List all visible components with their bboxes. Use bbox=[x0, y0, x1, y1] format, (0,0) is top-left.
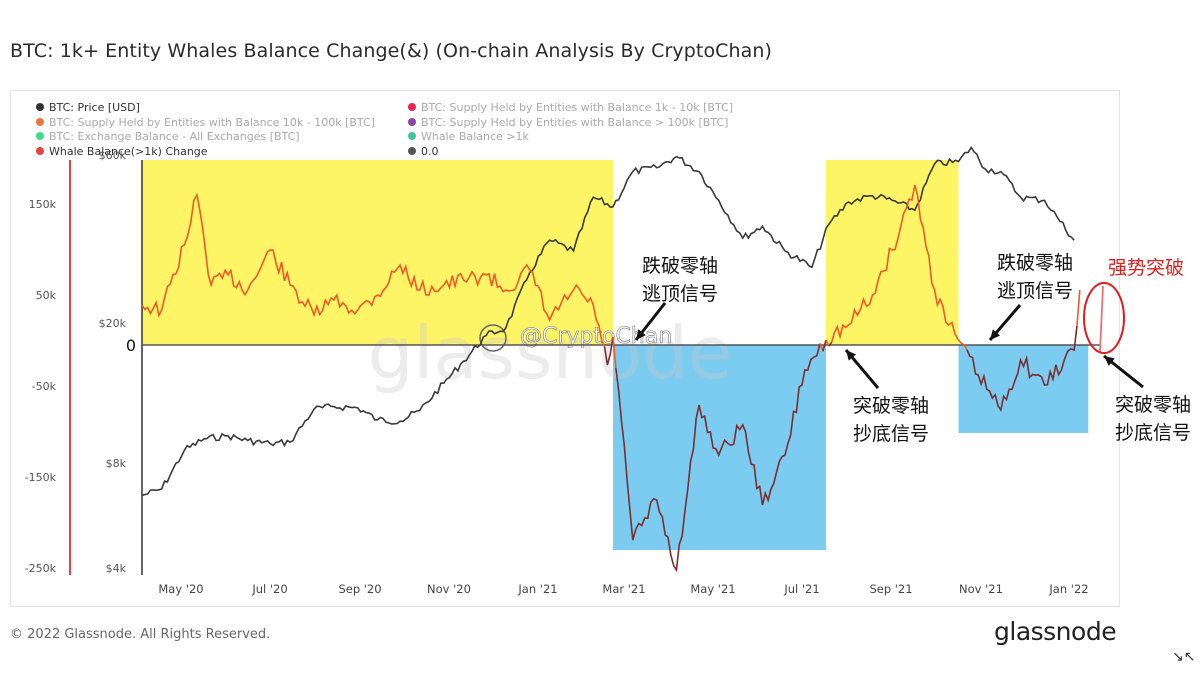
balance-change-series-line bbox=[828, 341, 833, 347]
annotation-text: 逃顶信号 bbox=[642, 283, 718, 305]
x-tick-label: Jul '20 bbox=[251, 582, 287, 596]
legend-item[interactable]: BTC: Price [USD] bbox=[36, 101, 140, 114]
right-tick-label: $8k bbox=[106, 457, 127, 470]
right-tick-label: $20k bbox=[99, 317, 127, 330]
balance-change-series-line bbox=[612, 336, 617, 369]
legend-item[interactable]: Whale Balance(>1k) Change bbox=[36, 145, 208, 158]
right-tick-label: $60k bbox=[99, 149, 127, 162]
left-tick-label: 150k bbox=[29, 198, 57, 211]
legend-item[interactable]: Whale Balance >1k bbox=[408, 130, 529, 143]
legend-label: Whale Balance(>1k) Change bbox=[49, 144, 208, 158]
annotation-text: 突破零轴 bbox=[1115, 394, 1191, 416]
weibo-icon bbox=[479, 324, 507, 352]
x-tick-label: May '20 bbox=[158, 582, 203, 596]
legend-item[interactable]: 0.0 bbox=[408, 145, 439, 158]
left-tick-label: -50k bbox=[32, 380, 57, 393]
x-tick-label: Jan '22 bbox=[1048, 582, 1088, 596]
annotation-text: 跌破零轴 bbox=[997, 252, 1073, 274]
legend-dot-icon bbox=[408, 117, 416, 126]
arrow-head-icon bbox=[846, 350, 857, 361]
legend-dot-icon bbox=[36, 103, 44, 111]
legend-label: BTC: Supply Held by Entities with Balanc… bbox=[421, 115, 729, 129]
legend-dot-icon bbox=[36, 146, 44, 155]
legend-dot-icon bbox=[36, 132, 44, 140]
x-tick-label: Nov '21 bbox=[959, 582, 1003, 596]
legend-item[interactable]: BTC: Supply Held by Entities with Balanc… bbox=[408, 116, 728, 129]
annotation-text: 逃顶信号 bbox=[997, 280, 1073, 302]
annotation-text: 突破零轴 bbox=[853, 395, 929, 417]
bear-zone bbox=[958, 345, 1089, 433]
legend-dot-icon bbox=[408, 146, 416, 155]
annotation-text: 强势突破 bbox=[1108, 257, 1184, 279]
legend-label: BTC: Supply Held by Entities with Balanc… bbox=[49, 115, 375, 129]
legend-item[interactable]: BTC: Supply Held by Entities with Balanc… bbox=[36, 116, 375, 129]
balance-change-series-line bbox=[1076, 289, 1081, 326]
legend-label: BTC: Price [USD] bbox=[49, 101, 140, 114]
balance-change-series-line bbox=[822, 339, 827, 352]
bull-zone bbox=[825, 160, 959, 345]
x-tick-label: Jul '21 bbox=[783, 582, 819, 596]
legend-label: BTC: Exchange Balance - All Exchanges [B… bbox=[49, 130, 300, 143]
glassnode-logo: glassnode bbox=[994, 617, 1117, 646]
breakout-spike-line bbox=[1099, 285, 1104, 353]
balance-change-series-line bbox=[603, 336, 614, 366]
left-tick-label: 50k bbox=[36, 289, 57, 302]
x-tick-label: Jan '21 bbox=[517, 582, 557, 596]
zero-label: 0 bbox=[126, 336, 136, 355]
balance-change-series-line bbox=[825, 339, 830, 347]
arrow-head-icon bbox=[1104, 356, 1115, 366]
legend-dot-icon bbox=[408, 103, 416, 111]
x-tick-label: Sep '20 bbox=[338, 582, 381, 596]
annotation-text: 抄底信号 bbox=[1115, 422, 1191, 444]
x-tick-label: Mar '21 bbox=[602, 582, 645, 596]
right-tick-label: $4k bbox=[106, 562, 127, 575]
legend-label: BTC: Supply Held by Entities with Balanc… bbox=[421, 101, 733, 114]
balance-change-series-line bbox=[819, 343, 824, 352]
watermark-text: glassnode bbox=[368, 311, 733, 395]
x-tick-label: Nov '20 bbox=[427, 582, 471, 596]
price-series-line bbox=[141, 145, 1075, 497]
x-tick-label: May '21 bbox=[690, 582, 735, 596]
legend-label: Whale Balance >1k bbox=[421, 130, 529, 143]
balance-change-series-line bbox=[830, 184, 968, 351]
legend-item[interactable]: BTC: Supply Held by Entities with Balanc… bbox=[408, 101, 733, 114]
annotation-text: 跌破零轴 bbox=[642, 255, 718, 277]
left-tick-label: -250k bbox=[25, 562, 57, 575]
arrow-head-icon bbox=[636, 329, 646, 340]
left-tick-label: -150k bbox=[25, 471, 57, 484]
balance-change-series-line bbox=[615, 343, 821, 573]
legend-dot-icon bbox=[408, 132, 416, 140]
legend-label: 0.0 bbox=[421, 144, 439, 158]
annotation-text: 抄底信号 bbox=[853, 423, 929, 445]
legend-item[interactable]: BTC: Exchange Balance - All Exchanges [B… bbox=[36, 130, 300, 143]
legend-dot-icon bbox=[36, 117, 44, 126]
collapse-icon[interactable]: ↘↖ bbox=[1172, 649, 1196, 665]
balance-change-series-line bbox=[966, 325, 1078, 413]
balance-change-series-line bbox=[141, 192, 606, 347]
bull-zone bbox=[142, 160, 614, 345]
breakout-highlight-ellipse bbox=[1083, 282, 1125, 354]
chart-title: BTC: 1k+ Entity Whales Balance Change(&)… bbox=[10, 40, 773, 62]
arrow-head-icon bbox=[990, 329, 1001, 340]
x-tick-label: Sep '21 bbox=[869, 582, 912, 596]
copyright-text: © 2022 Glassnode. All Rights Reserved. bbox=[10, 627, 271, 642]
